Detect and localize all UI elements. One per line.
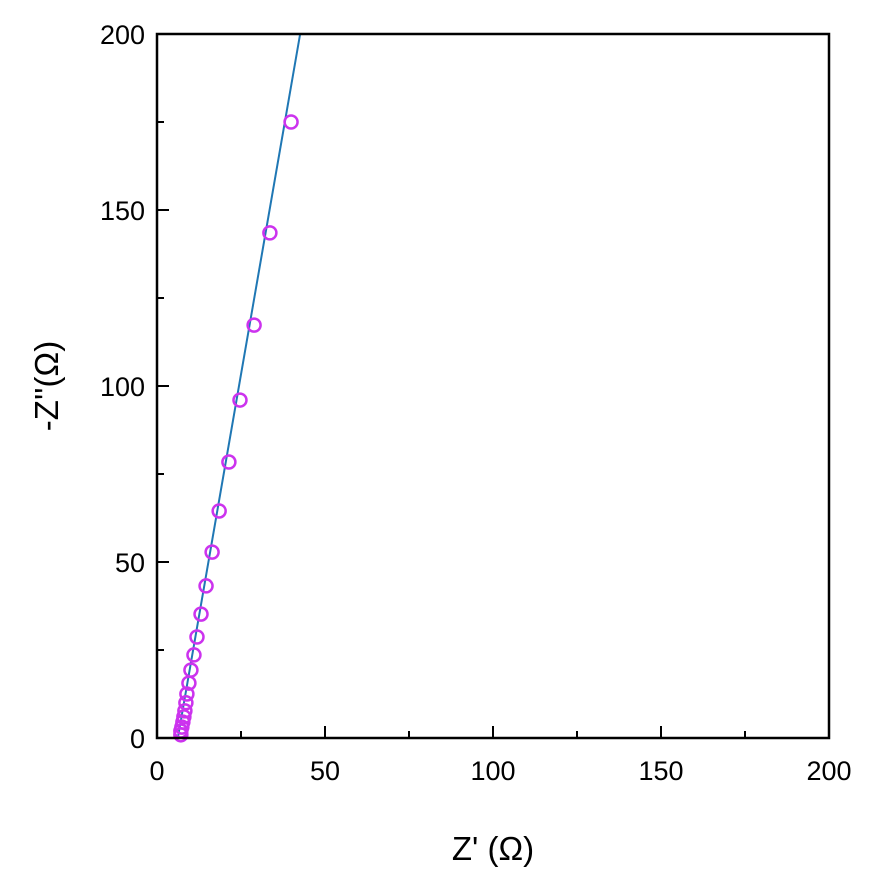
data-point bbox=[198, 578, 214, 594]
data-point bbox=[283, 114, 299, 130]
data-point bbox=[262, 225, 278, 241]
y-tick-label: 100 bbox=[100, 372, 145, 402]
data-point bbox=[232, 392, 248, 408]
x-tick-label: 150 bbox=[638, 756, 683, 786]
data-point bbox=[186, 647, 202, 663]
x-tick-label: 100 bbox=[470, 756, 515, 786]
x-tick-label: 0 bbox=[149, 756, 164, 786]
x-axis-title: Z' (Ω) bbox=[452, 830, 534, 867]
data-point bbox=[176, 709, 192, 725]
x-tick-label: 50 bbox=[310, 756, 340, 786]
data-point bbox=[179, 686, 195, 702]
y-tick-label: 50 bbox=[115, 548, 145, 578]
plot-frame bbox=[155, 32, 831, 740]
data-point bbox=[178, 695, 194, 711]
x-tick-label: 200 bbox=[806, 756, 851, 786]
data-point bbox=[204, 544, 220, 560]
y-tick-label: 150 bbox=[100, 196, 145, 226]
data-point bbox=[183, 662, 199, 678]
data-point bbox=[177, 703, 193, 719]
fit-line bbox=[176, 33, 302, 739]
data-point bbox=[221, 454, 237, 470]
data-point bbox=[246, 317, 262, 333]
y-tick-label: 0 bbox=[130, 724, 145, 754]
data-point bbox=[193, 606, 209, 622]
y-axis-title: -Z''(Ω) bbox=[28, 341, 65, 431]
y-tick-label: 200 bbox=[100, 20, 145, 50]
data-point bbox=[189, 629, 205, 645]
data-point bbox=[211, 503, 227, 519]
